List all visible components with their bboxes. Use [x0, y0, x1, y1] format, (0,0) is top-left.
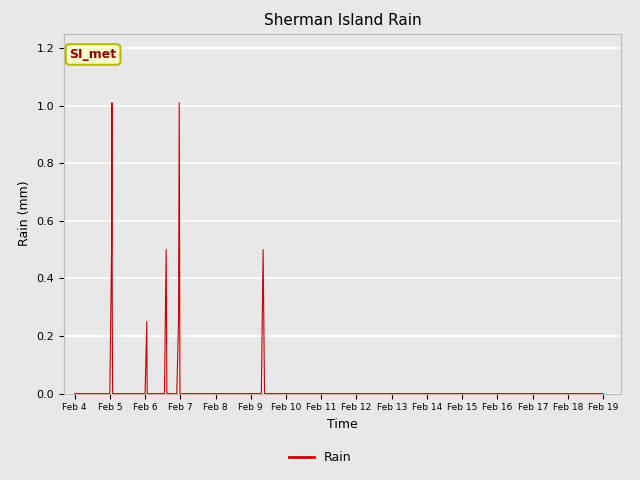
- Text: SI_met: SI_met: [70, 48, 116, 61]
- Legend: Rain: Rain: [284, 446, 356, 469]
- Title: Sherman Island Rain: Sherman Island Rain: [264, 13, 421, 28]
- Y-axis label: Rain (mm): Rain (mm): [18, 181, 31, 246]
- X-axis label: Time: Time: [327, 418, 358, 431]
